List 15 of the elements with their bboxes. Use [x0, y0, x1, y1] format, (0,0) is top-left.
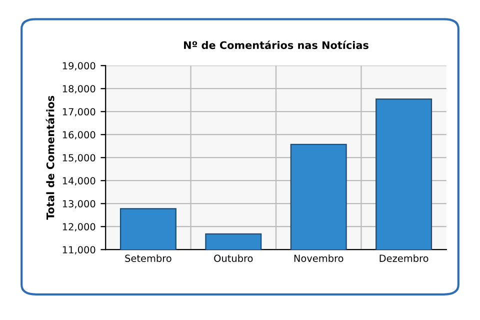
y-tick-label: 19,000 [62, 62, 96, 70]
x-tick-label: Outubro [214, 254, 253, 262]
x-tick-label: Dezembro [380, 254, 428, 262]
y-tick-label: 11,000 [62, 246, 96, 254]
y-tick-label: 16,000 [62, 131, 96, 140]
y-tick-label: 14,000 [62, 177, 96, 186]
y-tick-label: 15,000 [62, 154, 96, 162]
chart-title: Nº de Comentários nas Notícias [184, 40, 368, 50]
y-tick-label: 18,000 [62, 85, 96, 94]
x-tick-label: Novembro [294, 254, 344, 262]
y-tick-label: 12,000 [62, 223, 96, 232]
y-axis-title: Total de Comentários [46, 96, 54, 220]
x-tick-label: Setembro [125, 254, 172, 262]
y-tick-label: 17,000 [62, 108, 96, 116]
y-tick-label: 13,000 [62, 200, 96, 208]
